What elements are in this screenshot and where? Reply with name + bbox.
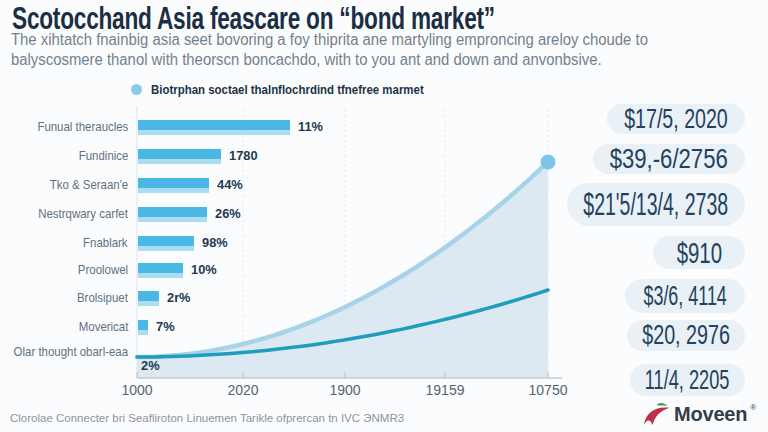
bar-value-label: 2% <box>141 358 160 373</box>
bar-category-label: Tko & Seraan'e <box>50 177 128 193</box>
bar-value-label: 11% <box>298 119 323 134</box>
x-tick-label: 19159 <box>426 382 465 398</box>
x-tick-label: 1900 <box>329 382 360 398</box>
brand-logo-text: Moveen <box>674 403 747 426</box>
bar-value-label: 98% <box>202 235 228 250</box>
bar <box>138 207 207 222</box>
bar-category-label: Fundinice <box>78 148 128 164</box>
bar <box>138 263 183 278</box>
bar-category-label: Funual theraucles <box>37 119 128 135</box>
x-tick-label: 2020 <box>227 382 258 398</box>
bar <box>138 320 148 335</box>
value-pill: $910 <box>653 236 745 269</box>
bar-value-label: 7% <box>156 319 175 334</box>
bar-category-label: Nestrqwary carfet <box>38 206 128 222</box>
footer-note: Clorolae Connecter bri Seafliroton Linue… <box>10 412 404 424</box>
bar <box>138 149 221 164</box>
brand-logo: Moveen® <box>641 400 756 428</box>
bar-value-label: 26% <box>215 206 241 221</box>
infographic-page: { "header": { "title": "Scotocchand Asia… <box>0 0 768 432</box>
bar-category-label: Movericat <box>78 319 128 335</box>
bar-value-label: 44% <box>217 177 243 192</box>
bar <box>138 236 194 251</box>
bar-category-label: Olar thought obarl-eaa <box>14 344 128 360</box>
value-pill: $21'5/13/4, 2738 <box>567 183 745 226</box>
bar-value-label: 1780 <box>229 148 258 163</box>
x-tick-label: 1000 <box>121 382 152 398</box>
value-pill: $3/6, 4114 <box>625 279 745 313</box>
bar-value-label: 2r% <box>167 290 191 305</box>
brand-logo-icon <box>641 400 671 428</box>
value-pill: $17/5, 2020 <box>607 104 745 134</box>
bar-category-label: Proolowel <box>78 262 128 278</box>
curve-end-marker <box>541 155 556 170</box>
value-pill: $39,-6/2756 <box>593 144 745 174</box>
value-pill: $20, 2976 <box>627 320 745 351</box>
bar <box>138 291 159 306</box>
bar-value-label: 10% <box>191 262 217 277</box>
bar-category-label: Fnablark <box>83 235 128 251</box>
bar <box>138 178 209 193</box>
bar <box>138 120 290 135</box>
value-pill: 11/4, 2205 <box>630 364 745 396</box>
x-tick-label: 10750 <box>529 382 568 398</box>
bar-category-label: Brolsipuet <box>77 290 128 306</box>
brand-reg-mark: ® <box>750 403 756 412</box>
